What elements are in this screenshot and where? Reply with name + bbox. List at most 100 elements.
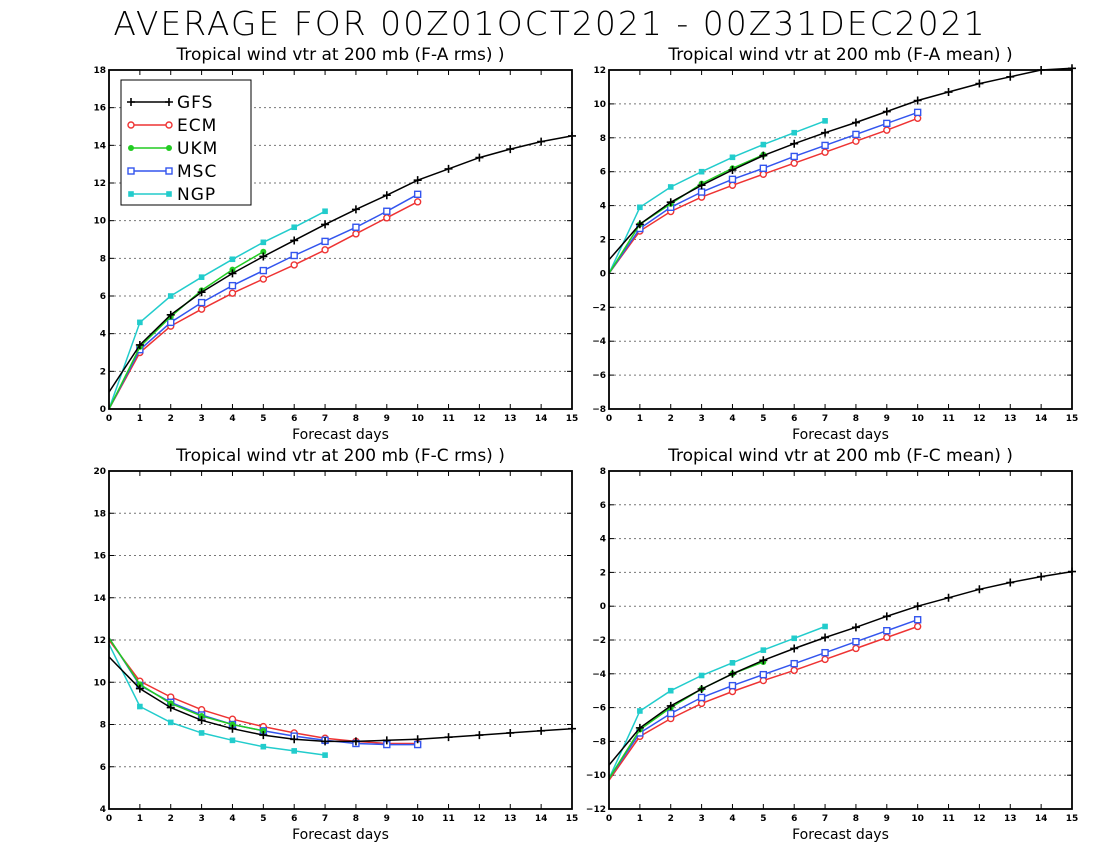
y-tick-label: −4: [592, 337, 606, 347]
series-ecm: [608, 114, 922, 274]
page-title: AVERAGE FOR 00Z01OCT2021 - 00Z31DEC2021: [113, 4, 987, 43]
x-tick-label: 5: [760, 814, 766, 824]
x-tick-label: 7: [822, 414, 828, 424]
x-tick-label: 7: [322, 414, 328, 424]
point-ecm-marker: [728, 181, 737, 189]
x-tick-label: 3: [698, 814, 704, 824]
y-tick-label: −6: [592, 704, 606, 714]
y-tick-label: 14: [93, 594, 106, 604]
point-msc-marker: [821, 141, 829, 150]
y-tick-label: 10: [593, 100, 606, 110]
point-gfs-marker: [228, 724, 237, 733]
point-gfs-marker: [444, 164, 453, 173]
point-gfs-marker: [666, 198, 675, 207]
point-gfs-marker: [913, 602, 922, 611]
x-tick-label: 4: [229, 814, 235, 824]
point-gfs-marker: [759, 656, 768, 665]
series-line-ngp: [108, 210, 326, 410]
point-msc-marker: [167, 318, 175, 327]
series-line-msc: [608, 111, 918, 274]
series-msc: [608, 616, 922, 780]
x-tick-label: 8: [853, 814, 859, 824]
point-ngp-marker: [137, 319, 143, 326]
x-tick-label: 11: [942, 814, 955, 824]
point-gfs-marker: [290, 735, 299, 744]
x-tick-label: 4: [229, 414, 235, 424]
x-tick-label: 11: [442, 414, 455, 424]
point-gfs-marker: [321, 220, 330, 229]
point-gfs-marker: [351, 205, 360, 214]
point-ecm-marker: [290, 261, 298, 269]
x-tick-label: 14: [1035, 414, 1048, 424]
x-tick-label: 10: [411, 814, 424, 824]
chart-fa-rms: Tropical wind vtr at 200 mb (F-A rms) ) 0…: [93, 45, 578, 443]
point-gfs-marker: [290, 236, 299, 245]
chart-title: Tropical wind vtr at 200 mb (F-C mean) ): [667, 446, 1013, 466]
legend-marker: [166, 145, 172, 151]
x-tick-label: 2: [168, 414, 174, 424]
point-ecm-marker: [259, 275, 268, 283]
x-tick-label: 12: [473, 414, 486, 424]
point-ngp-marker: [137, 703, 143, 710]
y-tick-label: 6: [100, 763, 106, 773]
point-gfs-marker: [728, 669, 737, 678]
y-tick-label: 8: [100, 254, 106, 264]
point-msc-marker: [321, 237, 329, 246]
x-tick-label: 3: [198, 414, 204, 424]
series-line-gfs: [608, 570, 1073, 766]
point-msc-marker: [852, 130, 860, 139]
x-tick-label: 4: [729, 414, 735, 424]
point-ecm-marker: [790, 666, 798, 675]
series-line-gfs: [108, 656, 573, 743]
point-ngp-marker: [791, 129, 797, 136]
point-ukm-marker: [260, 727, 267, 734]
y-tick-label: −2: [592, 303, 606, 313]
point-ecm-marker: [821, 148, 829, 156]
y-tick-label: 12: [93, 179, 106, 189]
point-gfs-marker: [166, 310, 175, 319]
x-tick-label: 5: [760, 414, 766, 424]
x-tick-label: 10: [911, 814, 924, 824]
legend-entry-ngp: NGP: [128, 185, 215, 205]
point-gfs-marker: [135, 684, 144, 693]
y-tick-label: 18: [93, 66, 106, 76]
x-tick-label: 9: [884, 414, 890, 424]
x-tick-label: 14: [535, 814, 548, 824]
point-ecm-marker: [352, 230, 360, 238]
x-tick-label: 0: [106, 414, 112, 424]
point-gfs-marker: [413, 735, 422, 744]
point-gfs-marker: [197, 716, 206, 725]
x-tick-label: 1: [637, 414, 643, 424]
x-tick-label: 15: [566, 814, 579, 824]
point-gfs-marker: [1006, 72, 1015, 81]
point-msc-marker: [913, 108, 922, 117]
x-tick-label: 13: [504, 414, 517, 424]
x-tick-label: 6: [791, 414, 797, 424]
series-line-ukm: [608, 154, 764, 274]
point-ecm-marker: [321, 246, 329, 254]
legend-entry-ukm: UKM: [128, 139, 217, 159]
x-axis-label: Forecast days: [792, 427, 889, 443]
point-gfs-marker: [728, 166, 737, 175]
series-line-ecm: [108, 201, 419, 410]
chart-fa-mean: Tropical wind vtr at 200 mb (F-A mean) )…: [592, 45, 1078, 443]
y-tick-label: −12: [586, 805, 606, 815]
point-gfs-marker: [882, 612, 891, 621]
x-tick-label: 1: [137, 414, 143, 424]
legend-marker: [127, 121, 135, 129]
series-ecm: [108, 198, 422, 410]
series-line-gfs: [108, 135, 573, 393]
x-tick-label: 10: [911, 414, 924, 424]
point-gfs-marker: [790, 644, 799, 653]
point-ukm-marker: [198, 713, 205, 720]
x-tick-label: 7: [322, 814, 328, 824]
point-gfs-marker: [475, 153, 484, 162]
point-gfs-marker: [666, 701, 675, 710]
point-msc-marker: [759, 670, 768, 679]
point-gfs-marker: [851, 118, 860, 127]
point-msc-marker: [883, 627, 891, 635]
y-tick-label: 10: [93, 217, 106, 227]
point-gfs-marker: [259, 731, 268, 740]
series-line-ngp: [108, 643, 326, 756]
series-ukm: [108, 637, 267, 734]
